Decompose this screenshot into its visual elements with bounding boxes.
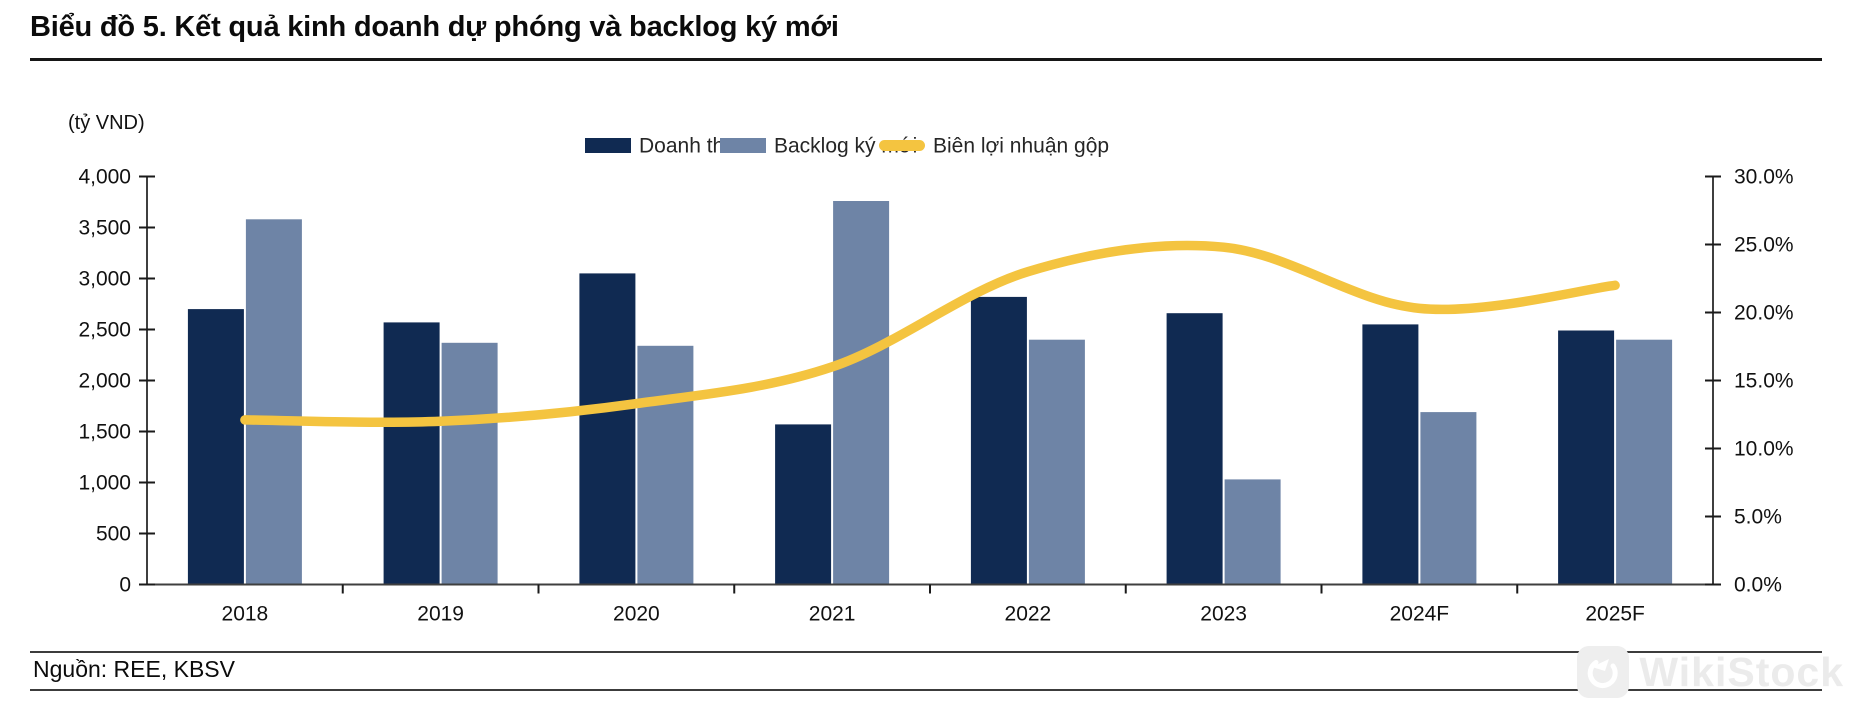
- wikistock-logo-icon: [1577, 646, 1630, 698]
- bar-doanh-thu-2025F: [1558, 330, 1615, 585]
- bar-doanh-thu-2021: [775, 424, 832, 585]
- bar-backlog-ky-moi-2023: [1224, 479, 1281, 585]
- x-tick-label-2022: 2022: [1005, 603, 1052, 626]
- bar-doanh-thu-2018: [187, 309, 244, 585]
- bar-doanh-thu-2022: [970, 296, 1027, 585]
- axis-unit-label: (tỷ VND): [68, 112, 145, 134]
- bar-backlog-ky-moi-2019: [441, 342, 498, 585]
- bar-backlog-ky-moi-2021: [833, 201, 890, 585]
- source-divider-bottom: [30, 689, 1822, 691]
- x-tick-label-2019: 2019: [417, 603, 464, 626]
- x-tick-label-2025F: 2025F: [1585, 603, 1645, 626]
- legend-swatch-bien-loi-nhuan-gop: [879, 140, 925, 151]
- left-axis-tick-label: 3,500: [78, 217, 131, 240]
- bar-backlog-ky-moi-2018: [245, 219, 302, 585]
- source-text: Nguồn: REE, KBSV: [33, 656, 235, 682]
- left-axis-tick-label: 1,000: [78, 472, 131, 495]
- source-divider-top: [30, 651, 1822, 653]
- bar-doanh-thu-2023: [1166, 313, 1223, 585]
- left-axis-tick-label: 500: [96, 523, 131, 546]
- right-axis-tick-label: 25.0%: [1734, 234, 1794, 257]
- left-axis-tick-label: 3,000: [78, 268, 131, 291]
- x-tick-label-2021: 2021: [809, 603, 856, 626]
- right-axis-tick-label: 15.0%: [1734, 370, 1794, 393]
- legend-label-backlog-ky-moi: Backlog ký mới: [774, 135, 917, 158]
- bar-backlog-ky-moi-2025F: [1616, 339, 1673, 585]
- bar-backlog-ky-moi-2022: [1028, 339, 1085, 585]
- legend-swatch-backlog-ky-moi: [720, 138, 766, 153]
- watermark: WikiStock: [1576, 645, 1844, 699]
- bar-doanh-thu-2019: [383, 322, 440, 585]
- right-axis-tick-label: 5.0%: [1734, 506, 1782, 529]
- left-axis-tick-label: 1,500: [78, 421, 131, 444]
- x-tick-label-2023: 2023: [1200, 603, 1247, 626]
- right-axis-tick-label: 10.0%: [1734, 438, 1794, 461]
- right-axis-tick-label: 20.0%: [1734, 302, 1794, 325]
- legend-label-doanh-thu: Doanh thu: [639, 135, 736, 158]
- left-axis-tick-label: 4,000: [78, 166, 131, 189]
- bar-backlog-ky-moi-2020: [637, 345, 694, 585]
- chart-title: Biểu đồ 5. Kết quả kinh doanh dự phóng v…: [30, 11, 839, 43]
- line-bien-loi-nhuan-gop: [240, 240, 1620, 428]
- bar-doanh-thu-2020: [579, 273, 636, 585]
- bar-backlog-ky-moi-2024F: [1420, 412, 1477, 585]
- legend-swatch-doanh-thu: [585, 138, 631, 153]
- right-axis-tick-label: 0.0%: [1734, 574, 1782, 597]
- x-tick-label-2020: 2020: [613, 603, 660, 626]
- left-axis-tick-label: 0: [119, 574, 131, 597]
- bar-doanh-thu-2024F: [1362, 324, 1419, 585]
- legend-label-bien-loi-nhuan-gop: Biên lợi nhuận gộp: [933, 135, 1109, 158]
- title-divider: [30, 58, 1822, 61]
- x-tick-label-2018: 2018: [222, 603, 269, 626]
- right-axis-tick-label: 30.0%: [1734, 166, 1794, 189]
- x-tick-label-2024F: 2024F: [1390, 603, 1450, 626]
- left-axis-tick-label: 2,000: [78, 370, 131, 393]
- left-axis-tick-label: 2,500: [78, 319, 131, 342]
- watermark-text: WikiStock: [1639, 648, 1844, 695]
